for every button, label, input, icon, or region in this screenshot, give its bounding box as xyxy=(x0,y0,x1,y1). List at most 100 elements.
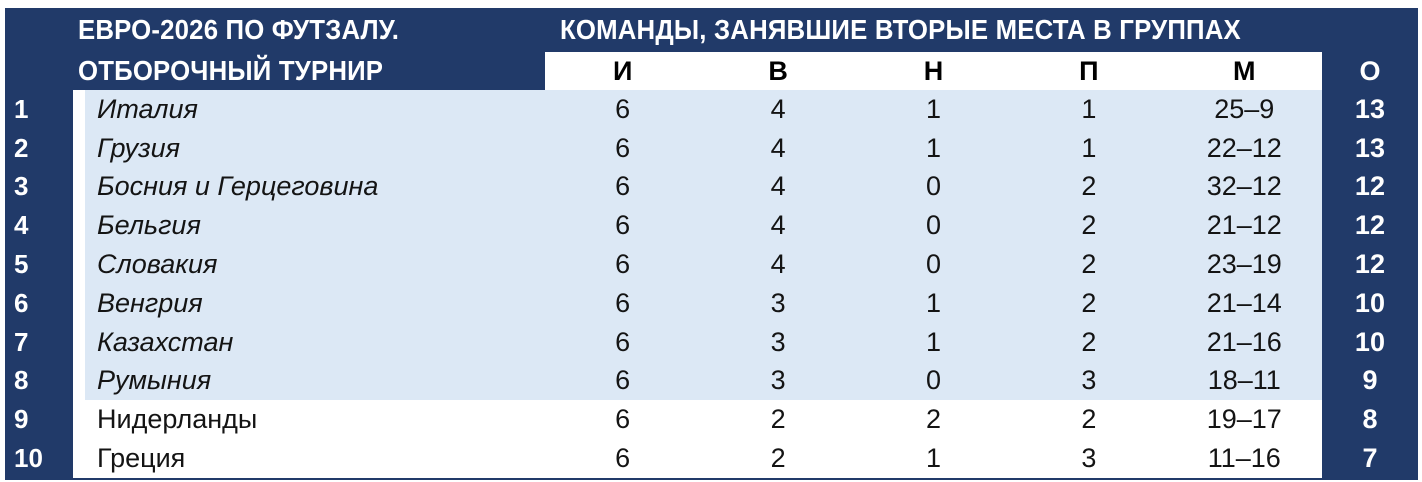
gap-cell xyxy=(73,206,85,246)
games-cell: 6 xyxy=(545,322,701,362)
points-cell: 10 xyxy=(1354,287,1385,318)
team-cell: Греция xyxy=(85,439,545,478)
team-cell: Грузия xyxy=(85,128,545,168)
team-cell: Казахстан xyxy=(85,322,545,362)
column-header-points: О xyxy=(1359,55,1381,86)
rank-cell: 1 xyxy=(14,93,29,124)
points-cell: 12 xyxy=(1354,210,1385,241)
team-cell: Бельгия xyxy=(85,206,545,246)
page-title-line2: ОТБОРОЧНЫЙ ТУРНИР xyxy=(78,55,384,86)
wins-cell: 3 xyxy=(700,361,856,401)
losses-cell: 2 xyxy=(1011,206,1167,246)
wins-cell: 2 xyxy=(700,400,856,440)
losses-cell: 2 xyxy=(1011,322,1167,362)
losses-cell: 3 xyxy=(1011,439,1167,478)
gap-cell xyxy=(73,128,85,168)
rank-cell: 6 xyxy=(14,287,29,318)
header-band: ЕВРО-2026 ПО ФУТЗАЛУ. КОМАНДЫ, ЗАНЯВШИЕ … xyxy=(5,8,1418,52)
games-cell: 6 xyxy=(545,167,701,207)
column-header-games: И xyxy=(545,52,701,90)
losses-cell: 3 xyxy=(1011,361,1167,401)
goals-cell: 21–12 xyxy=(1166,206,1322,246)
wins-cell: 2 xyxy=(700,439,856,478)
goals-cell: 19–17 xyxy=(1166,400,1322,440)
losses-cell: 1 xyxy=(1011,128,1167,168)
gap-cell xyxy=(73,322,85,362)
goals-cell: 21–16 xyxy=(1166,322,1322,362)
games-cell: 6 xyxy=(545,90,701,129)
gap-cell xyxy=(73,439,85,478)
page-title-line2-cell: ОТБОРОЧНЫЙ ТУРНИР xyxy=(5,52,545,90)
goals-cell: 11–16 xyxy=(1166,439,1322,478)
games-cell: 6 xyxy=(545,245,701,284)
rank-cell: 9 xyxy=(14,404,29,435)
wins-cell: 3 xyxy=(700,322,856,362)
draws-cell: 1 xyxy=(855,322,1012,362)
wins-cell: 4 xyxy=(700,245,856,284)
points-cell: 13 xyxy=(1354,132,1385,163)
points-cell: 8 xyxy=(1362,404,1378,435)
gap-cell xyxy=(73,167,85,207)
goals-cell: 25–9 xyxy=(1166,90,1322,129)
page-title-line1: ЕВРО-2026 ПО ФУТЗАЛУ. xyxy=(78,14,400,45)
wins-cell: 3 xyxy=(700,283,856,323)
points-cell: 7 xyxy=(1362,443,1378,474)
standings-table: ЕВРО-2026 ПО ФУТЗАЛУ. КОМАНДЫ, ЗАНЯВШИЕ … xyxy=(5,8,1418,480)
draws-cell: 0 xyxy=(855,167,1012,207)
goals-cell: 23–19 xyxy=(1166,245,1322,284)
rank-cell: 3 xyxy=(14,171,29,202)
draws-cell: 1 xyxy=(855,90,1012,129)
draws-cell: 0 xyxy=(855,206,1012,246)
gap-cell xyxy=(73,400,85,440)
games-cell: 6 xyxy=(545,400,701,440)
wins-cell: 4 xyxy=(700,90,856,129)
goals-cell: 21–14 xyxy=(1166,283,1322,323)
points-cell: 10 xyxy=(1354,326,1385,357)
rank-cell: 8 xyxy=(14,365,29,396)
gap-cell xyxy=(73,361,85,401)
column-header-draws: Н xyxy=(855,52,1012,90)
team-cell: Италия xyxy=(85,90,545,129)
points-cell: 12 xyxy=(1354,171,1385,202)
gap-cell xyxy=(73,245,85,284)
losses-cell: 2 xyxy=(1011,167,1167,207)
team-cell: Словакия xyxy=(85,245,545,284)
losses-cell: 2 xyxy=(1011,245,1167,284)
games-cell: 6 xyxy=(545,361,701,401)
rank-cell: 7 xyxy=(14,326,29,357)
page-subtitle: КОМАНДЫ, ЗАНЯВШИЕ ВТОРЫЕ МЕСТА В ГРУППАХ xyxy=(560,14,1241,45)
games-cell: 6 xyxy=(545,128,701,168)
draws-cell: 1 xyxy=(855,283,1012,323)
points-cell: 13 xyxy=(1354,93,1385,124)
draws-cell: 1 xyxy=(855,128,1012,168)
draws-cell: 2 xyxy=(855,400,1012,440)
draws-cell: 0 xyxy=(855,245,1012,284)
wins-cell: 4 xyxy=(700,167,856,207)
losses-cell: 1 xyxy=(1011,90,1167,129)
rank-cell: 4 xyxy=(14,210,29,241)
team-cell: Венгрия xyxy=(85,283,545,323)
rank-cell: 5 xyxy=(14,249,29,280)
rank-cell: 10 xyxy=(14,443,43,474)
wins-cell: 4 xyxy=(700,206,856,246)
team-cell: Румыния xyxy=(85,361,545,401)
gap-cell xyxy=(73,283,85,323)
goals-cell: 18–11 xyxy=(1166,361,1322,401)
goals-cell: 32–12 xyxy=(1166,167,1322,207)
games-cell: 6 xyxy=(545,206,701,246)
team-cell: Нидерланды xyxy=(85,400,545,440)
draws-cell: 0 xyxy=(855,361,1012,401)
goals-cell: 22–12 xyxy=(1166,128,1322,168)
column-header-goals: М xyxy=(1166,52,1322,90)
losses-cell: 2 xyxy=(1011,400,1167,440)
points-cell: 9 xyxy=(1362,365,1378,396)
team-cell: Босния и Герцеговина xyxy=(85,167,545,207)
games-cell: 6 xyxy=(545,283,701,323)
points-cell: 12 xyxy=(1354,249,1385,280)
games-cell: 6 xyxy=(545,439,701,478)
rank-cell: 2 xyxy=(14,132,29,163)
column-header-losses: П xyxy=(1011,52,1167,90)
wins-cell: 4 xyxy=(700,128,856,168)
draws-cell: 1 xyxy=(855,439,1012,478)
losses-cell: 2 xyxy=(1011,283,1167,323)
